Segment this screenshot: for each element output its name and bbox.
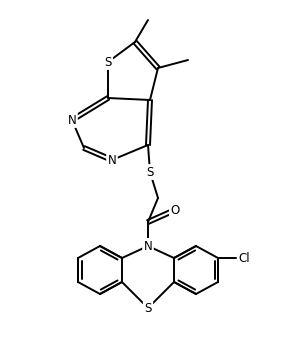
- Text: N: N: [144, 239, 152, 252]
- Text: Cl: Cl: [238, 252, 250, 265]
- Text: N: N: [67, 113, 76, 126]
- Text: S: S: [146, 166, 154, 178]
- Text: S: S: [104, 56, 112, 69]
- Text: S: S: [144, 301, 152, 315]
- Text: N: N: [108, 154, 116, 167]
- Text: O: O: [170, 203, 180, 217]
